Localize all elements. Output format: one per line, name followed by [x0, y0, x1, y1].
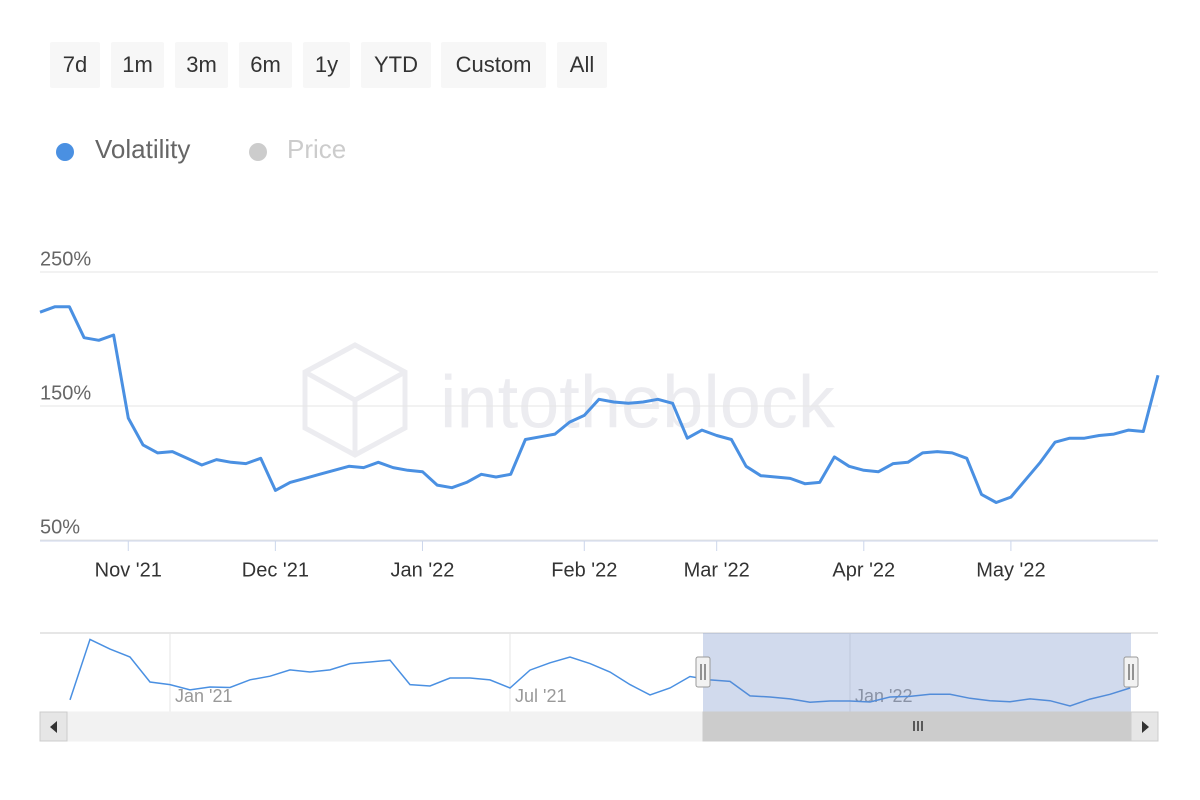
arrow-left: [50, 721, 57, 733]
y-tick-label: 150%: [40, 382, 91, 404]
legend-label[interactable]: Volatility: [95, 134, 190, 164]
range-button-label[interactable]: 3m: [186, 52, 217, 77]
x-tick-label: Dec '21: [242, 559, 309, 581]
range-button-label[interactable]: All: [570, 52, 594, 77]
range-button[interactable]: [557, 42, 607, 88]
range-button-label[interactable]: Custom: [456, 52, 532, 77]
range-button[interactable]: [441, 42, 546, 88]
range-button-label[interactable]: 6m: [250, 52, 281, 77]
y-tick-label: 50%: [40, 516, 80, 538]
legend-marker[interactable]: [249, 143, 267, 161]
range-button-label[interactable]: YTD: [374, 52, 418, 77]
volatility-line: [39, 305, 1160, 504]
navigator-handle[interactable]: [695, 656, 711, 688]
x-tick-label: Nov '21: [95, 559, 162, 581]
range-button-label[interactable]: 7d: [63, 52, 87, 77]
legend-label[interactable]: Price: [287, 134, 346, 164]
x-tick-label: Feb '22: [551, 559, 617, 581]
range-button-label[interactable]: 1y: [315, 52, 338, 77]
range-button[interactable]: [50, 42, 100, 88]
range-button[interactable]: [361, 42, 431, 88]
x-tick-label: May '22: [976, 559, 1045, 581]
navigator-line: [69, 638, 1131, 707]
legend-marker[interactable]: [56, 143, 74, 161]
navigator-handle[interactable]: [1123, 656, 1139, 688]
x-tick-label: Jan '22: [391, 559, 455, 581]
range-button-label[interactable]: 1m: [122, 52, 153, 77]
y-tick-label: 250%: [40, 248, 91, 270]
range-button[interactable]: [175, 42, 228, 88]
navigator-selection[interactable]: [703, 633, 1131, 712]
range-button[interactable]: [111, 42, 164, 88]
navigator-label: Jul '21: [515, 686, 566, 706]
navigator-label: Jan '22: [855, 686, 912, 706]
scrollbar-thumb[interactable]: [702, 711, 1132, 742]
x-tick-label: Mar '22: [684, 559, 750, 581]
arrow-right: [1142, 721, 1149, 733]
x-tick-label: Apr '22: [832, 559, 895, 581]
range-button[interactable]: [239, 42, 292, 88]
navigator-label: Jan '21: [175, 686, 232, 706]
watermark-logo: [302, 342, 408, 458]
range-button[interactable]: [303, 42, 350, 88]
